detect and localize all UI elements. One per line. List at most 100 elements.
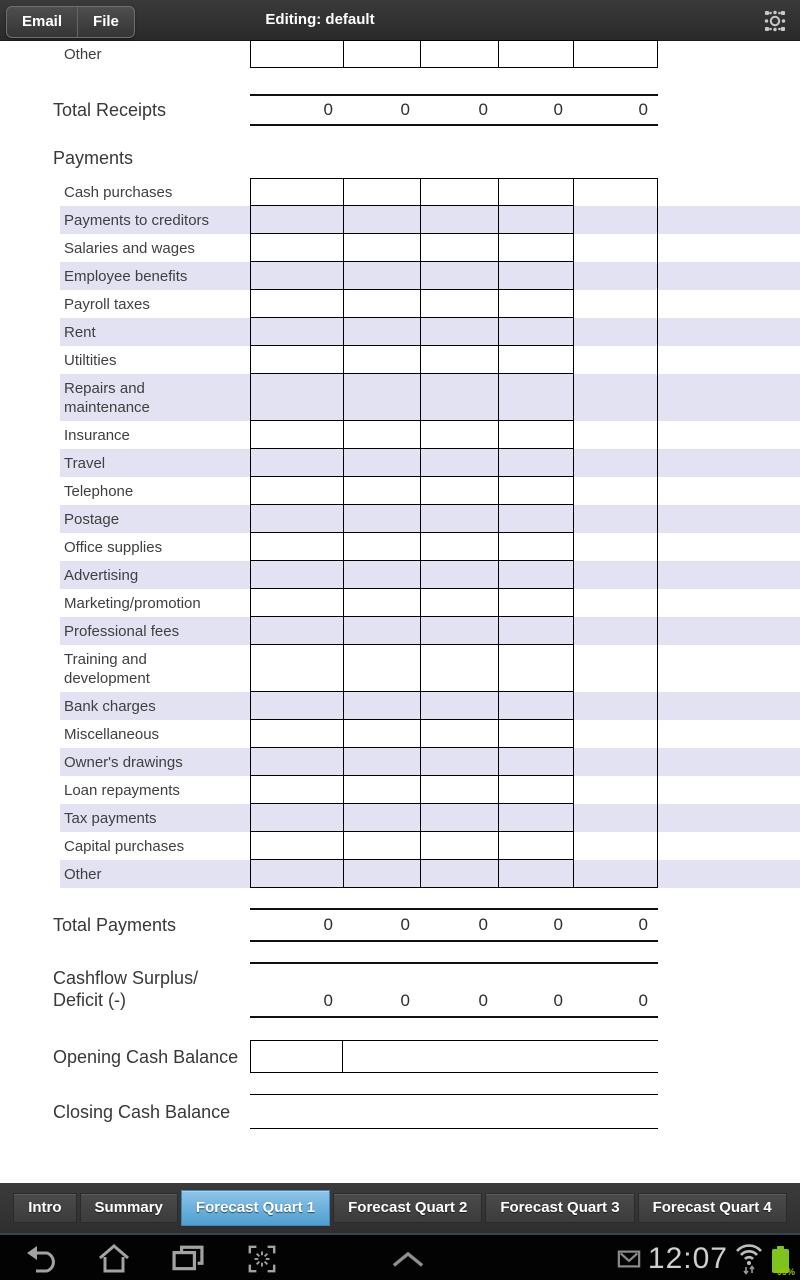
amount-cell[interactable] <box>573 318 658 346</box>
amount-cell[interactable] <box>343 720 420 748</box>
amount-cell[interactable] <box>250 290 343 318</box>
amount-cell[interactable] <box>573 449 658 477</box>
amount-cell[interactable] <box>573 589 658 617</box>
amount-cell[interactable] <box>420 748 498 776</box>
amount-cell[interactable] <box>250 533 343 561</box>
amount-cell[interactable] <box>250 617 343 645</box>
amount-cell[interactable] <box>498 533 573 561</box>
amount-cell[interactable] <box>250 776 343 804</box>
amount-cell[interactable] <box>343 748 420 776</box>
amount-cell[interactable] <box>498 748 573 776</box>
amount-cell[interactable] <box>343 505 420 533</box>
amount-cell[interactable] <box>498 720 573 748</box>
amount-cell[interactable] <box>420 692 498 720</box>
amount-cell[interactable] <box>250 449 343 477</box>
amount-cell[interactable] <box>250 318 343 346</box>
amount-cell[interactable] <box>250 561 343 589</box>
amount-cell[interactable] <box>420 589 498 617</box>
amount-cell[interactable] <box>573 860 658 888</box>
amount-cell[interactable] <box>420 832 498 860</box>
back-icon[interactable] <box>24 1244 60 1274</box>
amount-cell[interactable] <box>250 748 343 776</box>
amount-cell[interactable] <box>343 421 420 449</box>
amount-cell[interactable] <box>343 178 420 206</box>
amount-cell[interactable] <box>250 234 343 262</box>
amount-cell[interactable] <box>420 617 498 645</box>
amount-cell[interactable] <box>250 645 343 692</box>
amount-cell[interactable] <box>498 290 573 318</box>
amount-cell[interactable] <box>250 262 343 290</box>
amount-cell[interactable] <box>573 533 658 561</box>
tab-forecast-quart-3[interactable]: Forecast Quart 3 <box>485 1193 635 1223</box>
chevron-up-icon[interactable] <box>390 1249 426 1269</box>
amount-cell[interactable] <box>573 234 658 262</box>
amount-cell[interactable] <box>573 374 658 421</box>
amount-cell[interactable] <box>498 318 573 346</box>
amount-cell[interactable] <box>420 776 498 804</box>
amount-cell[interactable] <box>343 589 420 617</box>
amount-cell[interactable] <box>343 692 420 720</box>
screen-capture-icon[interactable] <box>244 1244 280 1274</box>
amount-cell[interactable] <box>343 832 420 860</box>
amount-cell[interactable] <box>498 589 573 617</box>
amount-cell[interactable] <box>498 860 573 888</box>
amount-cell[interactable] <box>420 804 498 832</box>
amount-cell[interactable] <box>343 860 420 888</box>
amount-cell[interactable] <box>250 860 343 888</box>
home-icon[interactable] <box>96 1244 132 1274</box>
amount-cell[interactable] <box>498 692 573 720</box>
amount-cell[interactable] <box>498 421 573 449</box>
amount-cell[interactable] <box>343 318 420 346</box>
amount-cell[interactable] <box>420 346 498 374</box>
amount-cell[interactable] <box>573 645 658 692</box>
amount-cell[interactable] <box>343 561 420 589</box>
amount-cell[interactable] <box>498 178 573 206</box>
amount-cell[interactable] <box>498 776 573 804</box>
amount-cell[interactable] <box>343 374 420 421</box>
amount-cell[interactable] <box>250 692 343 720</box>
amount-cell[interactable] <box>343 290 420 318</box>
amount-cell[interactable] <box>573 346 658 374</box>
amount-cell[interactable] <box>498 561 573 589</box>
amount-cell[interactable] <box>498 617 573 645</box>
amount-cell[interactable] <box>420 505 498 533</box>
amount-cell[interactable] <box>420 645 498 692</box>
amount-cell[interactable] <box>573 40 658 68</box>
amount-cell[interactable] <box>498 477 573 505</box>
amount-cell[interactable] <box>420 449 498 477</box>
amount-cell[interactable] <box>498 262 573 290</box>
amount-cell[interactable] <box>573 776 658 804</box>
amount-cell[interactable] <box>343 776 420 804</box>
amount-cell[interactable] <box>420 561 498 589</box>
amount-cell[interactable] <box>250 346 343 374</box>
amount-cell[interactable] <box>250 720 343 748</box>
amount-cell[interactable] <box>498 234 573 262</box>
amount-cell[interactable] <box>498 374 573 421</box>
glyph-grid-icon[interactable] <box>763 9 787 33</box>
amount-cell[interactable] <box>250 178 343 206</box>
amount-cell[interactable] <box>420 178 498 206</box>
amount-cell[interactable] <box>498 832 573 860</box>
amount-cell[interactable] <box>420 206 498 234</box>
amount-cell[interactable] <box>498 505 573 533</box>
amount-cell[interactable] <box>498 346 573 374</box>
amount-cell[interactable] <box>573 692 658 720</box>
amount-cell[interactable] <box>573 505 658 533</box>
amount-cell[interactable] <box>343 262 420 290</box>
email-button[interactable]: Email <box>22 13 63 30</box>
amount-cell[interactable] <box>250 832 343 860</box>
amount-cell[interactable] <box>498 645 573 692</box>
amount-cell[interactable] <box>420 318 498 346</box>
amount-cell[interactable] <box>250 477 343 505</box>
tab-forecast-quart-1[interactable]: Forecast Quart 1 <box>180 1190 331 1226</box>
amount-cell[interactable] <box>343 804 420 832</box>
amount-cell[interactable] <box>343 206 420 234</box>
amount-cell[interactable] <box>420 477 498 505</box>
amount-cell[interactable] <box>498 449 573 477</box>
amount-cell[interactable] <box>573 804 658 832</box>
amount-cell[interactable] <box>343 617 420 645</box>
amount-cell[interactable] <box>420 262 498 290</box>
tab-forecast-quart-2[interactable]: Forecast Quart 2 <box>333 1193 483 1223</box>
amount-cell[interactable] <box>250 505 343 533</box>
amount-cell[interactable] <box>250 589 343 617</box>
